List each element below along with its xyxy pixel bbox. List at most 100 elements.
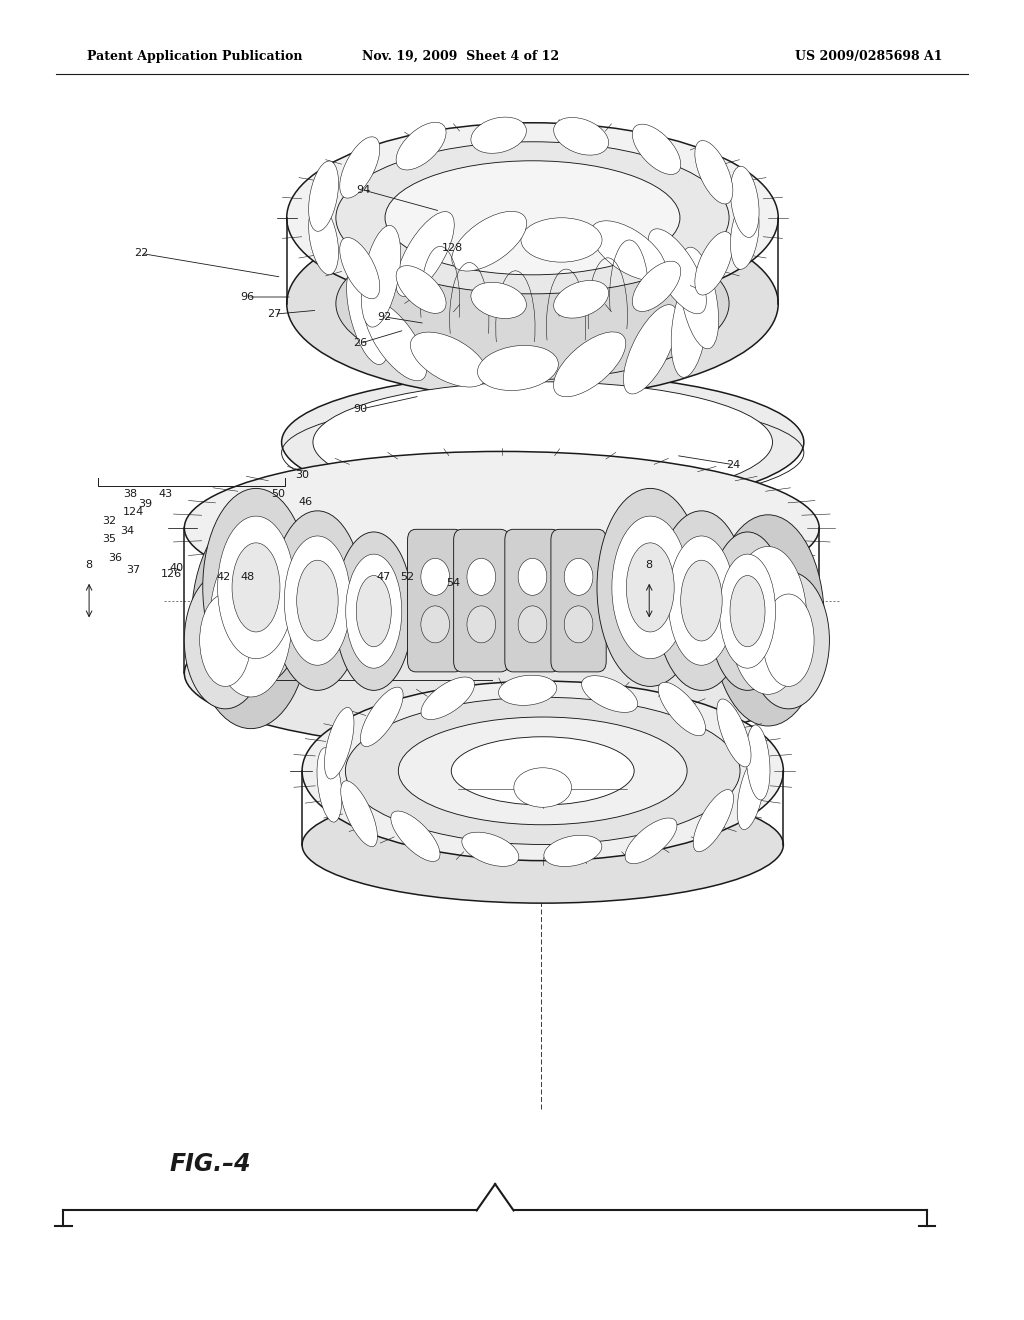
Ellipse shape [396,211,455,297]
Ellipse shape [232,543,280,632]
Ellipse shape [340,137,380,198]
Text: 39: 39 [138,499,153,510]
Ellipse shape [210,544,292,697]
Ellipse shape [346,265,389,364]
Text: 48: 48 [241,572,255,582]
Ellipse shape [763,594,814,686]
Ellipse shape [360,688,403,747]
Text: 8: 8 [86,560,92,570]
Text: 126: 126 [161,569,181,579]
FancyBboxPatch shape [408,529,463,672]
Ellipse shape [499,676,557,705]
Ellipse shape [709,532,786,690]
Text: 30: 30 [295,470,309,480]
Ellipse shape [271,511,364,690]
Text: 35: 35 [102,533,117,544]
Text: 40: 40 [169,562,183,573]
Ellipse shape [730,198,759,269]
Ellipse shape [612,516,688,659]
Ellipse shape [391,810,440,862]
Text: 22: 22 [134,248,148,259]
Text: 26: 26 [353,338,368,348]
Ellipse shape [648,228,707,314]
Ellipse shape [308,205,339,275]
Text: 54: 54 [446,578,461,589]
Ellipse shape [597,488,703,686]
Text: 24: 24 [726,459,740,470]
Ellipse shape [336,227,729,380]
Text: 34: 34 [120,525,134,536]
Ellipse shape [591,220,666,281]
Ellipse shape [421,606,450,643]
Ellipse shape [287,123,778,313]
Ellipse shape [308,161,339,231]
Ellipse shape [564,558,593,595]
Ellipse shape [285,536,350,665]
Ellipse shape [345,697,740,845]
Ellipse shape [514,768,571,808]
Text: 50: 50 [271,488,286,499]
Ellipse shape [544,836,602,866]
Ellipse shape [748,572,829,709]
Text: 90: 90 [353,404,368,414]
Text: FIG.–4: FIG.–4 [169,1152,251,1176]
Ellipse shape [297,560,338,642]
Ellipse shape [564,606,593,643]
Text: US 2009/0285698 A1: US 2009/0285698 A1 [795,50,942,63]
Ellipse shape [421,558,450,595]
Ellipse shape [191,512,310,729]
Ellipse shape [302,787,783,903]
Ellipse shape [203,488,309,686]
Ellipse shape [627,543,674,632]
Ellipse shape [467,558,496,595]
Ellipse shape [471,117,526,153]
Ellipse shape [452,211,526,271]
Ellipse shape [396,265,446,313]
Text: 47: 47 [377,572,391,582]
Ellipse shape [554,117,608,156]
Text: 36: 36 [108,553,122,564]
Ellipse shape [336,141,729,294]
Ellipse shape [184,597,819,750]
Ellipse shape [385,161,680,275]
Ellipse shape [625,818,677,863]
Ellipse shape [729,546,807,694]
FancyBboxPatch shape [551,529,606,672]
Ellipse shape [632,261,681,312]
Ellipse shape [471,282,526,318]
Text: 92: 92 [377,312,391,322]
Ellipse shape [658,682,706,735]
Ellipse shape [518,606,547,643]
Text: 52: 52 [400,572,415,582]
Ellipse shape [624,305,678,393]
Ellipse shape [282,374,804,511]
Text: 94: 94 [356,185,371,195]
Ellipse shape [184,451,819,605]
Ellipse shape [655,511,748,690]
Text: 128: 128 [442,243,463,253]
Ellipse shape [632,124,681,174]
Ellipse shape [421,677,474,719]
Ellipse shape [411,333,487,387]
Ellipse shape [340,238,380,298]
Text: Nov. 19, 2009  Sheet 4 of 12: Nov. 19, 2009 Sheet 4 of 12 [362,50,559,63]
Ellipse shape [335,532,413,690]
Text: 96: 96 [241,292,255,302]
Text: 46: 46 [298,496,312,507]
Ellipse shape [695,140,733,205]
Text: 8: 8 [646,560,652,570]
Ellipse shape [398,717,687,825]
Ellipse shape [746,725,770,800]
Ellipse shape [361,226,400,327]
Ellipse shape [720,554,775,668]
FancyBboxPatch shape [454,529,509,672]
Ellipse shape [477,346,558,391]
Ellipse shape [462,832,519,866]
Ellipse shape [554,280,608,318]
Ellipse shape [671,275,708,378]
Ellipse shape [712,515,824,726]
Ellipse shape [554,331,626,397]
Ellipse shape [356,576,391,647]
Ellipse shape [325,708,354,779]
Ellipse shape [341,780,378,846]
